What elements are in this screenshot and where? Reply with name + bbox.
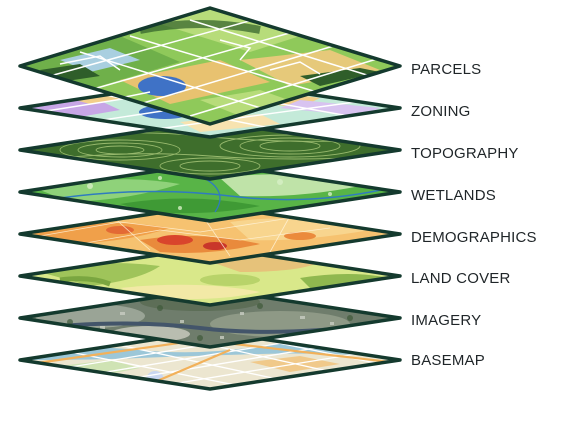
layer-label-basemap: BASEMAP (411, 352, 485, 369)
layer-label-parcels: PARCELS (411, 61, 482, 78)
layer-label-zoning: ZONING (411, 103, 471, 120)
layer-label-wetlands: WETLANDS (411, 187, 496, 204)
layer-label-imagery: IMAGERY (411, 312, 482, 329)
layer-label-demographics: DEMOGRAPHICS (411, 229, 537, 246)
layer-label-topography: TOPOGRAPHY (411, 145, 519, 162)
layer-label-land-cover: LAND COVER (411, 270, 511, 287)
